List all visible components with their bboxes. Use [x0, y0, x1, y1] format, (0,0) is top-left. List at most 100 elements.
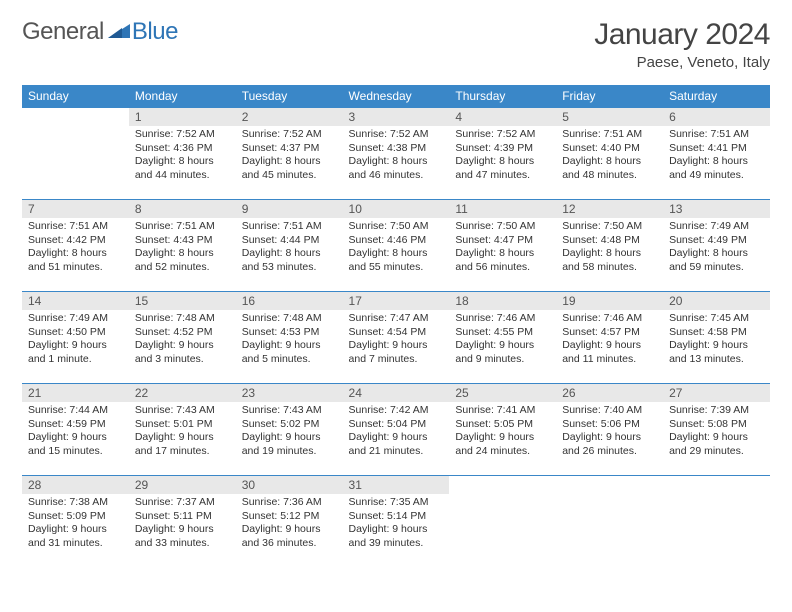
- day-details: Sunrise: 7:49 AMSunset: 4:50 PMDaylight:…: [22, 310, 129, 369]
- day-number: 9: [236, 200, 343, 218]
- day-number: 27: [663, 384, 770, 402]
- day-number: 4: [449, 108, 556, 126]
- day-number: 25: [449, 384, 556, 402]
- calendar-table: SundayMondayTuesdayWednesdayThursdayFrid…: [22, 85, 770, 568]
- logo-text-blue: Blue: [132, 18, 178, 46]
- title-block: January 2024 Paese, Veneto, Italy: [594, 18, 770, 71]
- calendar-day-cell: 30Sunrise: 7:36 AMSunset: 5:12 PMDayligh…: [236, 476, 343, 568]
- day-details: Sunrise: 7:40 AMSunset: 5:06 PMDaylight:…: [556, 402, 663, 461]
- day-number: 17: [343, 292, 450, 310]
- day-details: Sunrise: 7:51 AMSunset: 4:41 PMDaylight:…: [663, 126, 770, 185]
- calendar-day-cell: 24Sunrise: 7:42 AMSunset: 5:04 PMDayligh…: [343, 384, 450, 476]
- calendar-day-cell: 20Sunrise: 7:45 AMSunset: 4:58 PMDayligh…: [663, 292, 770, 384]
- day-details: Sunrise: 7:52 AMSunset: 4:36 PMDaylight:…: [129, 126, 236, 185]
- calendar-day-cell: 14Sunrise: 7:49 AMSunset: 4:50 PMDayligh…: [22, 292, 129, 384]
- day-number: 18: [449, 292, 556, 310]
- day-header: Saturday: [663, 85, 770, 108]
- day-details: Sunrise: 7:52 AMSunset: 4:39 PMDaylight:…: [449, 126, 556, 185]
- day-details: Sunrise: 7:51 AMSunset: 4:42 PMDaylight:…: [22, 218, 129, 277]
- day-details: Sunrise: 7:51 AMSunset: 4:43 PMDaylight:…: [129, 218, 236, 277]
- day-header: Tuesday: [236, 85, 343, 108]
- day-number: 22: [129, 384, 236, 402]
- day-header: Wednesday: [343, 85, 450, 108]
- day-details: Sunrise: 7:43 AMSunset: 5:02 PMDaylight:…: [236, 402, 343, 461]
- calendar-day-cell: 3Sunrise: 7:52 AMSunset: 4:38 PMDaylight…: [343, 108, 450, 200]
- logo-text-general: General: [22, 18, 104, 46]
- calendar-day-cell: 11Sunrise: 7:50 AMSunset: 4:47 PMDayligh…: [449, 200, 556, 292]
- calendar-day-cell: 13Sunrise: 7:49 AMSunset: 4:49 PMDayligh…: [663, 200, 770, 292]
- day-details: Sunrise: 7:35 AMSunset: 5:14 PMDaylight:…: [343, 494, 450, 553]
- day-number: 3: [343, 108, 450, 126]
- day-details: Sunrise: 7:48 AMSunset: 4:52 PMDaylight:…: [129, 310, 236, 369]
- calendar-week-row: 28Sunrise: 7:38 AMSunset: 5:09 PMDayligh…: [22, 476, 770, 568]
- day-number: 20: [663, 292, 770, 310]
- day-details: Sunrise: 7:52 AMSunset: 4:38 PMDaylight:…: [343, 126, 450, 185]
- day-details: Sunrise: 7:47 AMSunset: 4:54 PMDaylight:…: [343, 310, 450, 369]
- month-title: January 2024: [594, 18, 770, 52]
- day-details: Sunrise: 7:51 AMSunset: 4:40 PMDaylight:…: [556, 126, 663, 185]
- day-details: Sunrise: 7:48 AMSunset: 4:53 PMDaylight:…: [236, 310, 343, 369]
- day-number: 10: [343, 200, 450, 218]
- calendar-day-cell: 27Sunrise: 7:39 AMSunset: 5:08 PMDayligh…: [663, 384, 770, 476]
- day-number: 30: [236, 476, 343, 494]
- day-details: Sunrise: 7:46 AMSunset: 4:57 PMDaylight:…: [556, 310, 663, 369]
- day-number: 7: [22, 200, 129, 218]
- calendar-day-cell: 7Sunrise: 7:51 AMSunset: 4:42 PMDaylight…: [22, 200, 129, 292]
- calendar-week-row: 7Sunrise: 7:51 AMSunset: 4:42 PMDaylight…: [22, 200, 770, 292]
- day-number: 21: [22, 384, 129, 402]
- header: General Blue January 2024 Paese, Veneto,…: [22, 18, 770, 71]
- day-number: 29: [129, 476, 236, 494]
- day-details: Sunrise: 7:50 AMSunset: 4:47 PMDaylight:…: [449, 218, 556, 277]
- calendar-empty-cell: [556, 476, 663, 568]
- logo: General Blue: [22, 18, 178, 46]
- day-number: 19: [556, 292, 663, 310]
- calendar-week-row: 14Sunrise: 7:49 AMSunset: 4:50 PMDayligh…: [22, 292, 770, 384]
- calendar-body: 1Sunrise: 7:52 AMSunset: 4:36 PMDaylight…: [22, 108, 770, 568]
- day-number: 2: [236, 108, 343, 126]
- day-details: Sunrise: 7:51 AMSunset: 4:44 PMDaylight:…: [236, 218, 343, 277]
- calendar-day-cell: 2Sunrise: 7:52 AMSunset: 4:37 PMDaylight…: [236, 108, 343, 200]
- calendar-empty-cell: [663, 476, 770, 568]
- calendar-day-cell: 1Sunrise: 7:52 AMSunset: 4:36 PMDaylight…: [129, 108, 236, 200]
- calendar-day-cell: 18Sunrise: 7:46 AMSunset: 4:55 PMDayligh…: [449, 292, 556, 384]
- logo-triangle-icon: [108, 22, 130, 43]
- location: Paese, Veneto, Italy: [594, 54, 770, 71]
- calendar-week-row: 21Sunrise: 7:44 AMSunset: 4:59 PMDayligh…: [22, 384, 770, 476]
- calendar-day-cell: 22Sunrise: 7:43 AMSunset: 5:01 PMDayligh…: [129, 384, 236, 476]
- day-details: Sunrise: 7:38 AMSunset: 5:09 PMDaylight:…: [22, 494, 129, 553]
- calendar-day-cell: 21Sunrise: 7:44 AMSunset: 4:59 PMDayligh…: [22, 384, 129, 476]
- day-header: Monday: [129, 85, 236, 108]
- day-number: 8: [129, 200, 236, 218]
- calendar-day-cell: 9Sunrise: 7:51 AMSunset: 4:44 PMDaylight…: [236, 200, 343, 292]
- day-header: Sunday: [22, 85, 129, 108]
- day-details: Sunrise: 7:52 AMSunset: 4:37 PMDaylight:…: [236, 126, 343, 185]
- calendar-day-cell: 19Sunrise: 7:46 AMSunset: 4:57 PMDayligh…: [556, 292, 663, 384]
- calendar-day-cell: 5Sunrise: 7:51 AMSunset: 4:40 PMDaylight…: [556, 108, 663, 200]
- day-details: Sunrise: 7:49 AMSunset: 4:49 PMDaylight:…: [663, 218, 770, 277]
- calendar-day-cell: 31Sunrise: 7:35 AMSunset: 5:14 PMDayligh…: [343, 476, 450, 568]
- calendar-week-row: 1Sunrise: 7:52 AMSunset: 4:36 PMDaylight…: [22, 108, 770, 200]
- day-details: Sunrise: 7:41 AMSunset: 5:05 PMDaylight:…: [449, 402, 556, 461]
- calendar-day-cell: 26Sunrise: 7:40 AMSunset: 5:06 PMDayligh…: [556, 384, 663, 476]
- day-details: Sunrise: 7:42 AMSunset: 5:04 PMDaylight:…: [343, 402, 450, 461]
- day-number: 23: [236, 384, 343, 402]
- calendar-day-cell: 10Sunrise: 7:50 AMSunset: 4:46 PMDayligh…: [343, 200, 450, 292]
- day-number: 13: [663, 200, 770, 218]
- day-details: Sunrise: 7:39 AMSunset: 5:08 PMDaylight:…: [663, 402, 770, 461]
- calendar-empty-cell: [449, 476, 556, 568]
- day-details: Sunrise: 7:37 AMSunset: 5:11 PMDaylight:…: [129, 494, 236, 553]
- day-header: Thursday: [449, 85, 556, 108]
- calendar-empty-cell: [22, 108, 129, 200]
- day-number: 1: [129, 108, 236, 126]
- day-number: 5: [556, 108, 663, 126]
- day-number: 26: [556, 384, 663, 402]
- day-details: Sunrise: 7:46 AMSunset: 4:55 PMDaylight:…: [449, 310, 556, 369]
- calendar-day-cell: 16Sunrise: 7:48 AMSunset: 4:53 PMDayligh…: [236, 292, 343, 384]
- day-details: Sunrise: 7:43 AMSunset: 5:01 PMDaylight:…: [129, 402, 236, 461]
- day-number: 16: [236, 292, 343, 310]
- day-number: 14: [22, 292, 129, 310]
- calendar-day-cell: 15Sunrise: 7:48 AMSunset: 4:52 PMDayligh…: [129, 292, 236, 384]
- calendar-day-cell: 29Sunrise: 7:37 AMSunset: 5:11 PMDayligh…: [129, 476, 236, 568]
- day-details: Sunrise: 7:50 AMSunset: 4:46 PMDaylight:…: [343, 218, 450, 277]
- day-number: 11: [449, 200, 556, 218]
